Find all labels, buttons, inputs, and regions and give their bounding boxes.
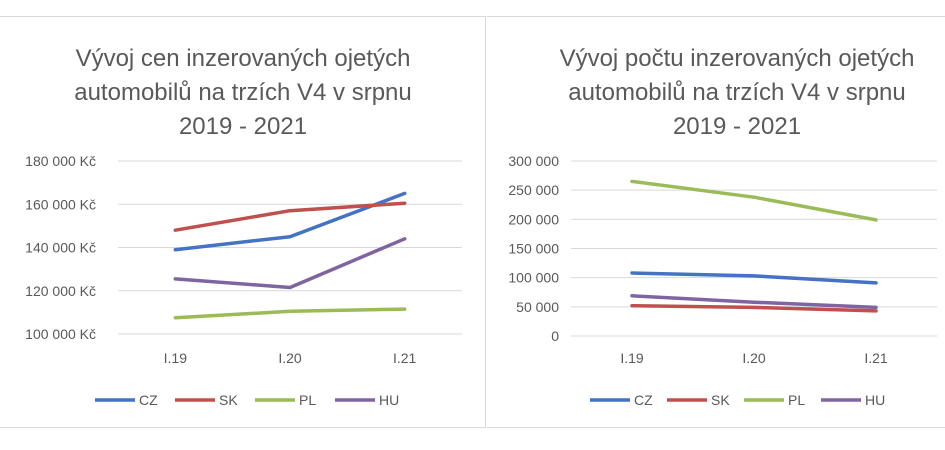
y-tick-label: 300 000 <box>508 153 559 169</box>
legend-label-pl: PL <box>788 392 805 408</box>
y-tick-label: 0 <box>551 328 559 344</box>
legend-label-cz: CZ <box>634 392 653 408</box>
chart-title-line: Vývoj cen inzerovaných ojetých <box>76 45 411 72</box>
x-tick-label: I.20 <box>278 350 302 366</box>
legend-label-hu: HU <box>865 392 885 408</box>
series-line-pl <box>630 179 878 222</box>
series-line-pl <box>173 307 407 320</box>
x-tick-label: I.19 <box>164 350 188 366</box>
price-chart-panel: Vývoj cen inzerovaných ojetých automobilů… <box>0 16 486 428</box>
legend-label-pl: PL <box>299 392 316 408</box>
series-line-hu <box>173 237 407 290</box>
x-tick-label: I.21 <box>393 350 417 366</box>
count-chart-panel: Vývoj počtu inzerovaných ojetých automobi… <box>487 16 945 428</box>
y-tick-label: 160 000 Kč <box>25 196 96 212</box>
chart-title-line: automobilů na trzích V4 v srpnu <box>74 79 412 106</box>
series-line-sk <box>630 303 878 313</box>
count-chart: Vývoj počtu inzerovaných ojetých automobi… <box>508 45 937 408</box>
y-tick-label: 120 000 Kč <box>25 283 96 299</box>
series-line-sk <box>173 201 407 232</box>
chart-title-line: 2019 - 2021 <box>179 113 307 140</box>
y-tick-label: 150 000 <box>508 241 559 257</box>
legend-label-sk: SK <box>711 392 730 408</box>
chart-title-line: 2019 - 2021 <box>673 113 801 140</box>
series-line-hu <box>630 294 878 310</box>
y-tick-label: 50 000 <box>516 299 559 315</box>
y-tick-label: 100 000 <box>508 270 559 286</box>
x-tick-label: I.19 <box>620 350 644 366</box>
x-tick-label: I.20 <box>742 350 766 366</box>
price-chart: Vývoj cen inzerovaných ojetých automobilů… <box>25 45 462 408</box>
legend-label-cz: CZ <box>139 392 158 408</box>
chart-title-line: Vývoj počtu inzerovaných ojetých <box>560 45 915 72</box>
series-line-cz <box>630 271 878 285</box>
y-tick-label: 250 000 <box>508 182 559 198</box>
y-tick-label: 200 000 <box>508 211 559 227</box>
x-tick-label: I.21 <box>864 350 888 366</box>
chart-title-line: automobilů na trzích V4 v srpnu <box>568 79 906 106</box>
series-line-cz <box>173 191 407 252</box>
y-tick-label: 100 000 Kč <box>25 326 96 342</box>
legend-label-sk: SK <box>219 392 238 408</box>
y-tick-label: 140 000 Kč <box>25 240 96 256</box>
y-tick-label: 180 000 Kč <box>25 153 96 169</box>
legend-label-hu: HU <box>379 392 399 408</box>
